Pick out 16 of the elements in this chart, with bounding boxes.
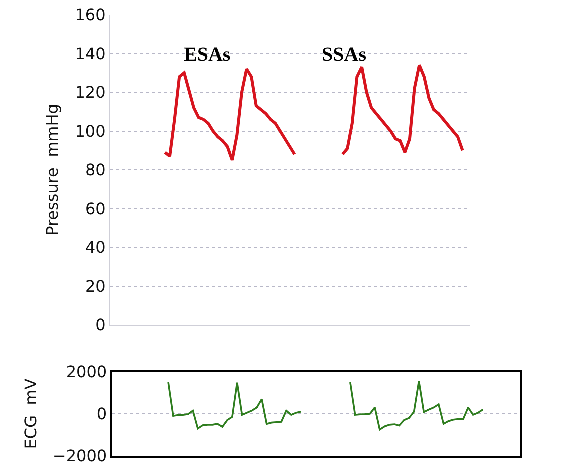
y-tick-label: 20 [85, 276, 106, 296]
y-axis-title: Pressure mmHg [43, 104, 62, 236]
y-tick-label: 0 [96, 404, 108, 424]
y-axis-title: ECG mV [21, 378, 40, 450]
y-tick-label: 40 [85, 238, 106, 258]
annotation: SSAs [322, 44, 367, 66]
y-tick-label: 0 [96, 316, 106, 335]
y-tick-label: 80 [85, 160, 106, 180]
y-tick-label: 60 [85, 199, 106, 218]
y-tick-label: 120 [75, 83, 106, 102]
annotation: ESAs [184, 44, 231, 66]
y-tick-label: −2000 [52, 446, 108, 466]
y-tick-label: 160 [75, 6, 106, 25]
y-tick-label: 100 [75, 122, 106, 141]
y-tick-label: 2000 [66, 362, 108, 382]
y-tick-label: 140 [75, 44, 106, 64]
